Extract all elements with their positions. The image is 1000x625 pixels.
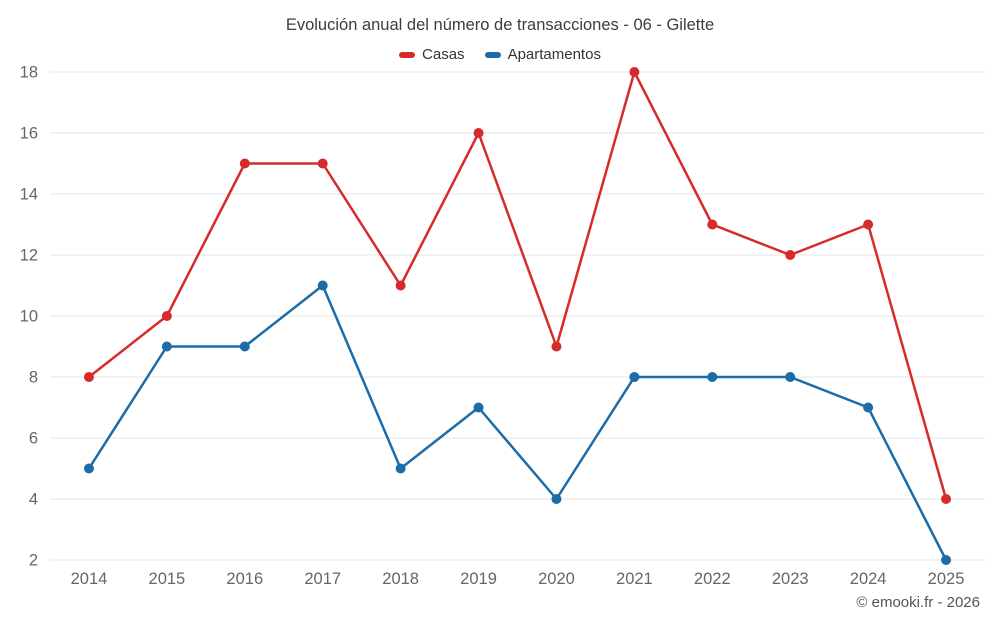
credits-link[interactable]: © emooki.fr - 2026 [856, 594, 980, 611]
x-tick-label: 2022 [694, 570, 731, 588]
casas-point[interactable] [863, 219, 874, 230]
casas-point[interactable] [239, 158, 250, 169]
legend-label-casas: Casas [422, 46, 465, 63]
y-tick-label: 18 [20, 64, 38, 82]
casas-point[interactable] [785, 250, 796, 260]
y-tick-label: 8 [29, 369, 38, 387]
apartamentos-point[interactable] [707, 372, 718, 382]
apartamentos-series-line [87, 284, 948, 562]
casas-point[interactable] [473, 128, 484, 138]
apartamentos-point[interactable] [473, 402, 484, 413]
casas-point[interactable] [317, 158, 328, 169]
x-tick-label: 2020 [538, 570, 575, 588]
x-tick-label: 2015 [149, 570, 186, 588]
y-tick-label: 12 [20, 247, 38, 265]
casas-point[interactable] [395, 280, 406, 291]
casas-series-line [87, 70, 948, 501]
casas-point[interactable] [707, 219, 718, 230]
y-tick-label: 14 [20, 186, 38, 204]
casas-point[interactable] [161, 311, 172, 321]
apartamentos-point[interactable] [317, 280, 328, 291]
casas-point[interactable] [941, 494, 952, 504]
x-tick-label: 2017 [304, 570, 341, 588]
apartamentos-point[interactable] [551, 494, 562, 504]
y-tick-label: 10 [20, 308, 38, 326]
x-tick-label: 2014 [71, 570, 108, 588]
legend-item-apartamentos[interactable]: Apartamentos [484, 46, 601, 63]
casas-point[interactable] [83, 372, 94, 382]
apartamentos-point[interactable] [395, 463, 406, 474]
y-tick-label: 2 [29, 552, 38, 570]
apartamentos-point[interactable] [785, 372, 796, 382]
chart-title: Evolución anual del número de transaccio… [285, 16, 715, 34]
x-tick-label: 2016 [226, 570, 263, 588]
apartamentos-point[interactable] [863, 402, 874, 413]
legend-label-apartamentos: Apartamentos [507, 46, 601, 63]
apartamentos-series-swatch-icon [484, 51, 501, 58]
casas-point[interactable] [551, 341, 562, 352]
casas-series-swatch-icon [399, 51, 416, 58]
apartamentos-point[interactable] [161, 341, 172, 352]
casas-point[interactable] [629, 67, 640, 77]
apartamentos-point[interactable] [941, 555, 952, 565]
x-tick-label: 2021 [616, 570, 653, 588]
x-tick-label: 2019 [460, 570, 497, 588]
apartamentos-point[interactable] [83, 463, 94, 474]
y-tick-label: 6 [29, 430, 38, 448]
apartamentos-point[interactable] [239, 341, 250, 352]
y-tick-label: 4 [29, 491, 38, 509]
x-tick-label: 2018 [382, 570, 419, 588]
legend-item-casas[interactable]: Casas [399, 46, 465, 63]
legend: Casas Apartamentos [0, 46, 1000, 63]
apartamentos-point[interactable] [629, 372, 640, 382]
y-tick-label: 16 [20, 125, 38, 143]
x-tick-label: 2024 [850, 570, 887, 588]
x-tick-label: 2025 [928, 570, 965, 588]
x-tick-label: 2023 [772, 570, 809, 588]
